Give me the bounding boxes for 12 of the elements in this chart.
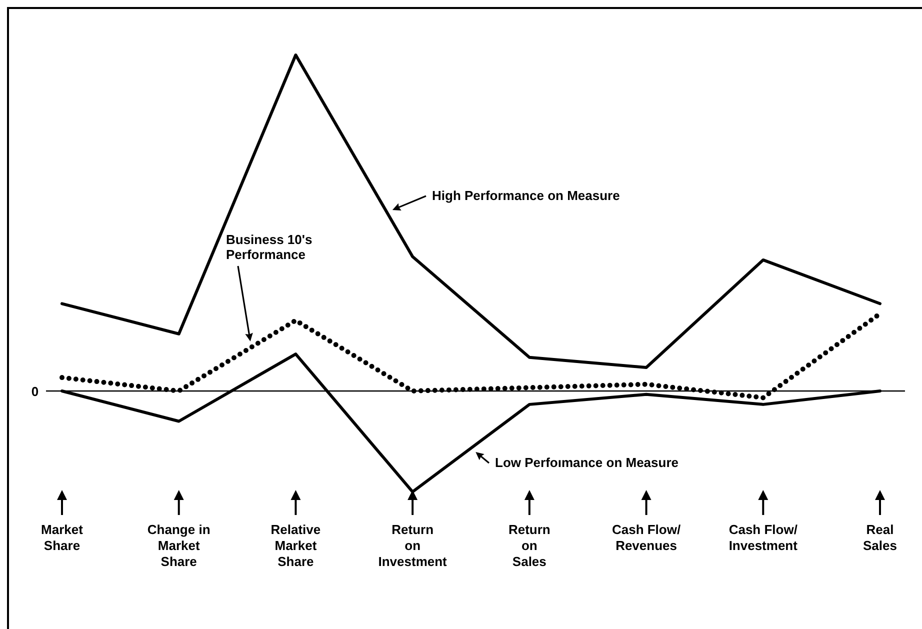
ref-line-label: 0	[31, 384, 39, 399]
x-tick-label: Cash Flow/ Investment	[728, 522, 798, 553]
x-tick-label: Real Sales	[863, 522, 897, 553]
x-tick-label: Cash Flow/ Revenues	[612, 522, 681, 553]
annotation: Business 10's Performance	[226, 232, 312, 262]
x-tick-label: Relative Market Share	[270, 522, 321, 569]
x-tick-label: Change in Market Share	[147, 522, 210, 569]
annotation: Low Perfoımance on Measure	[495, 455, 678, 470]
annotation: High Performance on Measure	[432, 188, 620, 203]
x-tick-label: Market Share	[41, 522, 84, 553]
x-tick-label: Return on Sales	[508, 522, 550, 569]
x-tick-label: Return on Investment	[378, 522, 448, 569]
